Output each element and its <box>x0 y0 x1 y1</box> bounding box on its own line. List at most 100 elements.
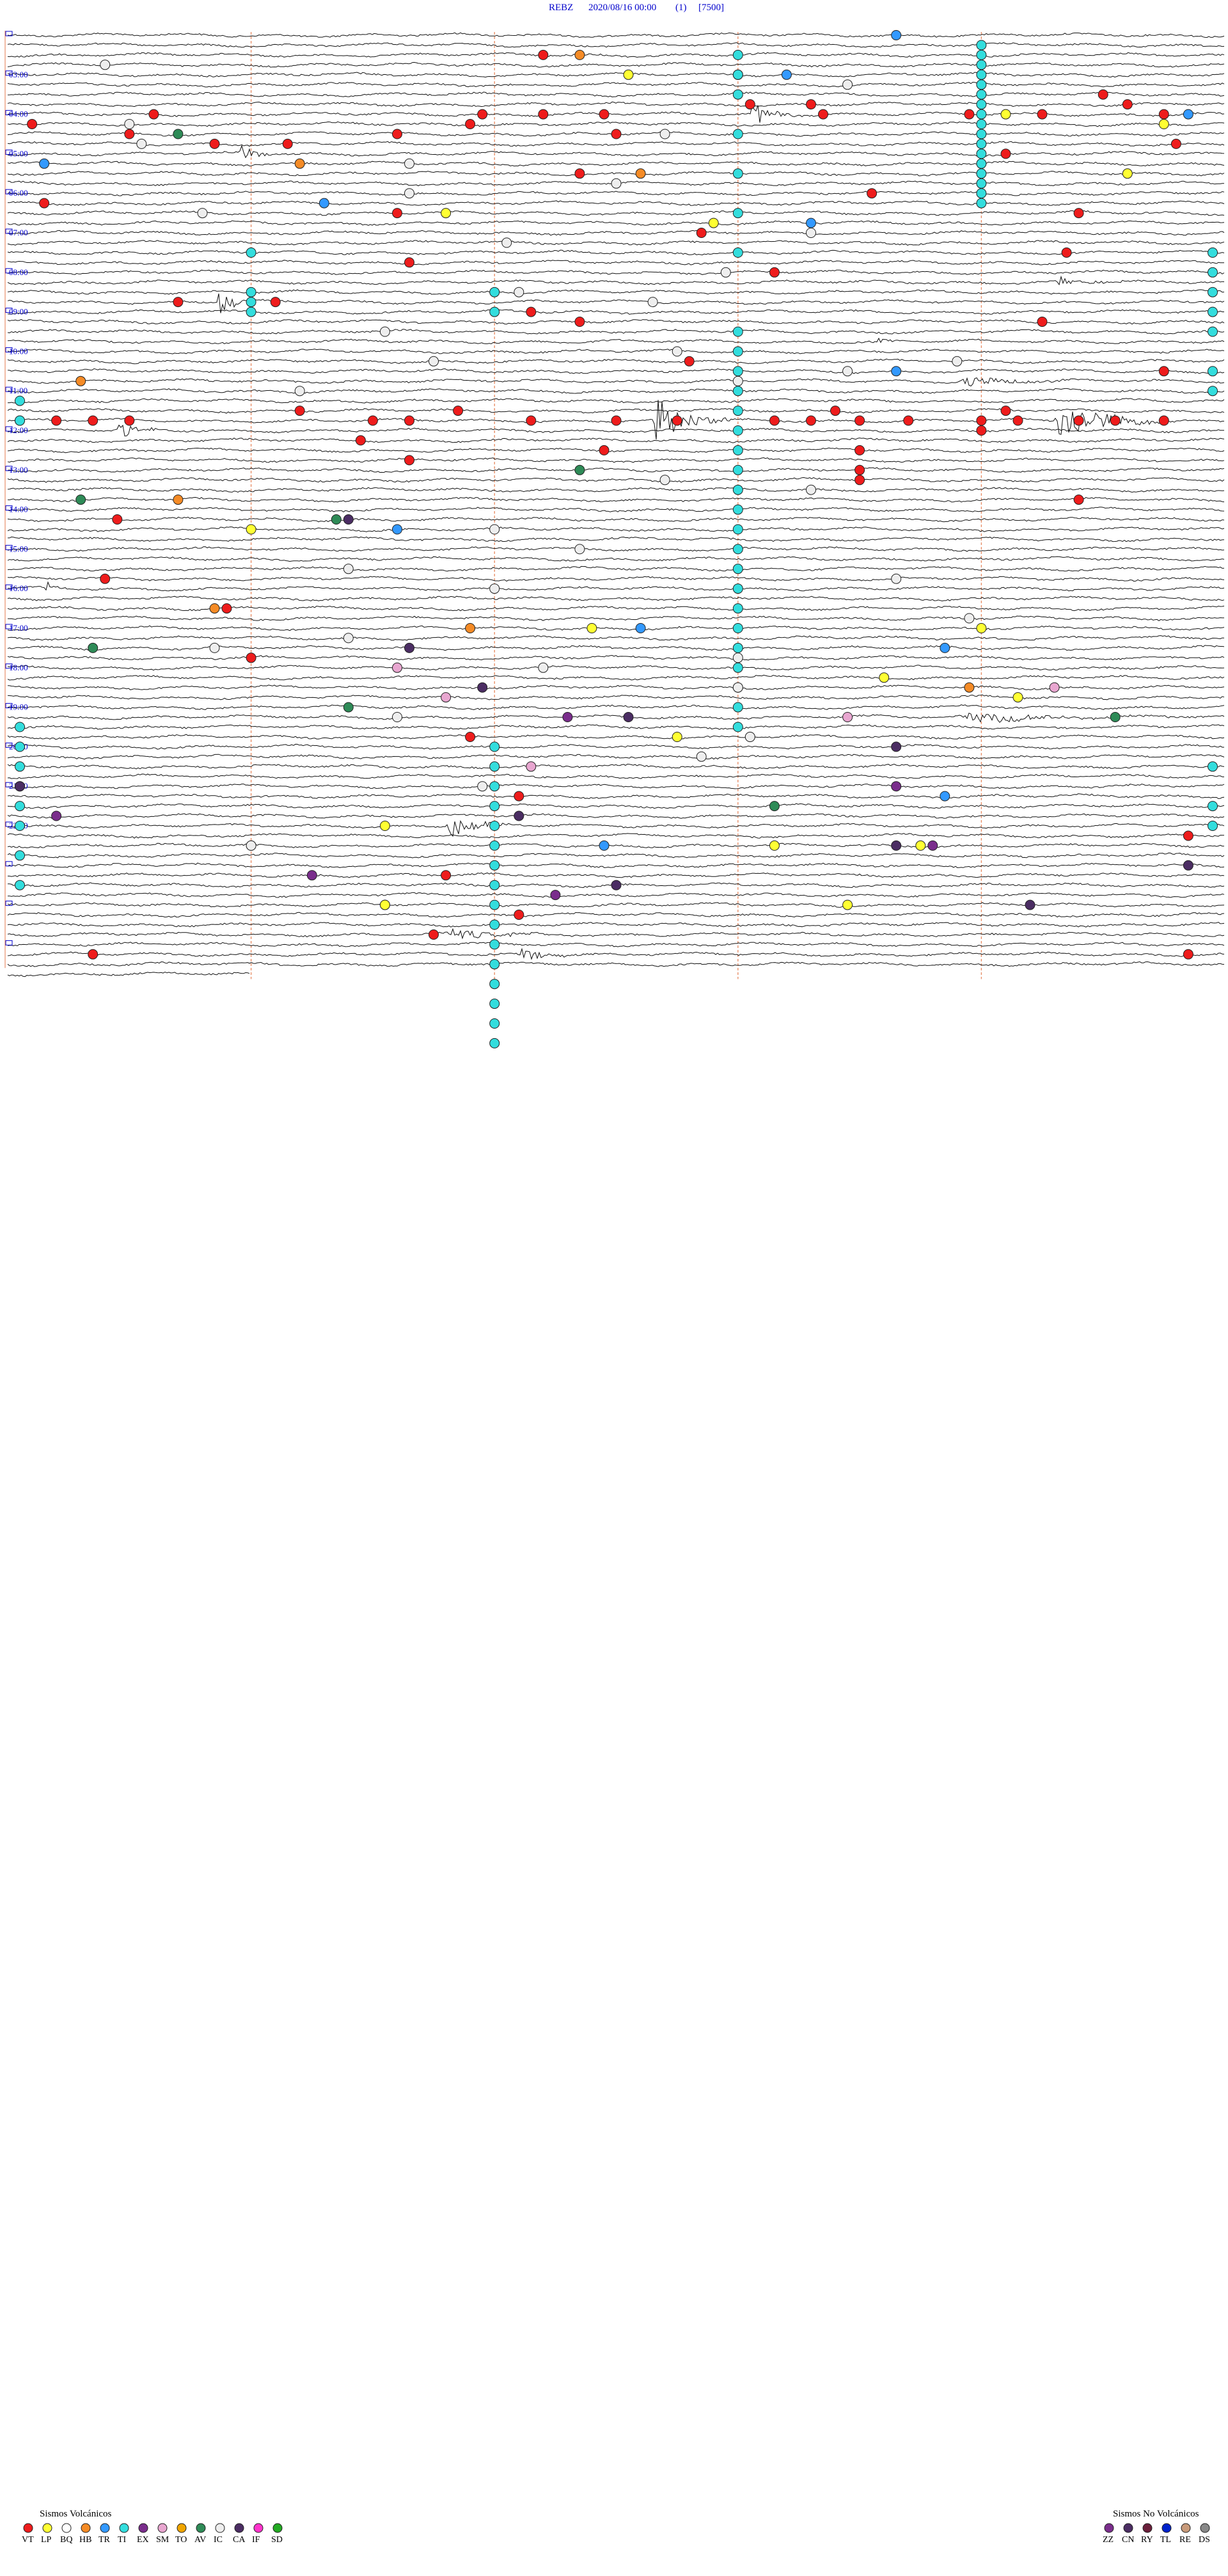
pick-ti <box>732 386 743 397</box>
pick-ti <box>15 741 25 752</box>
pick-ic <box>343 564 354 574</box>
legend-volcanic-marker-vt <box>23 2523 33 2533</box>
trace-51 <box>7 526 1225 532</box>
pick-vt <box>574 317 585 327</box>
pick-lp <box>769 840 780 851</box>
trace-94 <box>7 947 1225 960</box>
pick-vt <box>173 297 184 308</box>
pick-vt <box>684 356 695 367</box>
pick-vt <box>270 297 281 308</box>
trace-8 <box>7 101 1225 107</box>
pick-vt <box>1073 208 1084 219</box>
pick-ic <box>842 79 853 90</box>
pick-vt <box>404 455 414 466</box>
pick-ti <box>976 99 987 110</box>
hour-tick <box>5 703 13 709</box>
hour-label: 11:00 <box>9 386 28 395</box>
pick-ti <box>1208 386 1218 397</box>
legend-volcanic-marker-ex <box>138 2523 148 2533</box>
pick-ic <box>477 781 488 792</box>
pick-vt <box>429 929 439 940</box>
legend-volcanic-code-tr: TR <box>98 2535 111 2545</box>
pick-ti <box>732 129 743 139</box>
pick-ti <box>1208 247 1218 258</box>
hour-label: 12:00 <box>9 425 28 435</box>
pick-lp <box>379 899 390 910</box>
pick-ti <box>732 583 743 594</box>
pick-ti <box>489 880 500 890</box>
legend-volcanic-marker-av <box>196 2523 206 2533</box>
pick-sm <box>526 761 537 772</box>
trace-29 <box>7 309 1224 315</box>
pick-vt <box>854 464 865 475</box>
pick-ic <box>392 712 402 722</box>
trace-17 <box>7 191 1225 196</box>
pick-lp <box>915 840 926 851</box>
pick-vt <box>1158 366 1169 377</box>
pick-ti <box>1208 366 1218 377</box>
pick-tr <box>635 623 646 633</box>
pick-ic <box>806 484 816 495</box>
trace-2 <box>7 42 1225 48</box>
hour-label: 08:00 <box>9 267 28 277</box>
legend-nonvolcanic-code-tl: TL <box>1160 2535 1171 2545</box>
pick-vt <box>903 415 914 426</box>
trace-44 <box>7 457 1225 463</box>
pick-ti <box>15 850 25 861</box>
trace-30 <box>7 319 1225 325</box>
pick-ic <box>659 475 670 486</box>
pick-ti <box>732 623 743 633</box>
pick-vt <box>221 603 232 614</box>
pick-hb <box>635 168 646 179</box>
pick-vt <box>465 119 476 129</box>
pick-vt <box>148 109 159 120</box>
pick-ca <box>477 682 488 693</box>
pick-vt <box>1037 317 1048 327</box>
pick-av <box>574 464 585 475</box>
pick-ca <box>1025 899 1035 910</box>
pick-ic <box>429 356 439 367</box>
pick-tr <box>1183 109 1193 120</box>
trace-59 <box>7 605 1225 612</box>
pick-ti <box>15 722 25 732</box>
trace-39 <box>7 408 1225 414</box>
trace-15 <box>7 171 1225 177</box>
hour-label: 04:00 <box>9 109 28 119</box>
legend-volcanic-code-vt: VT <box>22 2535 34 2545</box>
hour-label: 15:00 <box>9 544 28 553</box>
trace-41 <box>7 424 1224 437</box>
trace-12 <box>7 141 1225 147</box>
pick-ti <box>732 722 743 732</box>
pick-vt <box>854 415 865 426</box>
trace-92 <box>7 928 1225 940</box>
trace-68 <box>7 694 1225 700</box>
pick-ti <box>732 464 743 475</box>
pick-ti <box>489 741 500 752</box>
pick-vt <box>1110 415 1121 426</box>
trace-52 <box>8 536 1225 542</box>
legend-volcanic-code-ca: CA <box>233 2535 246 2545</box>
pick-ic <box>404 188 414 199</box>
trace-95 <box>7 961 1225 967</box>
trace-93 <box>7 942 1225 947</box>
pick-vt <box>1000 148 1011 159</box>
pick-ti <box>15 801 25 812</box>
pick-vt <box>367 415 378 426</box>
hour-tick <box>5 861 13 867</box>
hour-label: 05:00 <box>9 148 28 158</box>
pick-ti <box>976 40 987 51</box>
pick-tr <box>806 217 816 228</box>
pick-vt <box>769 415 780 426</box>
trace-4 <box>7 61 1225 68</box>
legend-volcanic-code-hb: HB <box>79 2535 91 2545</box>
trace-72 <box>7 734 1225 740</box>
pick-ti <box>489 999 500 1009</box>
pick-tr <box>392 524 402 535</box>
trace-14 <box>7 161 1225 167</box>
legend-volcanic-code-bq: BQ <box>60 2535 72 2545</box>
pick-ti <box>489 939 500 950</box>
legend-nonvolcanic: Sismos No Volcánicos ZZ CN RY TL RE DS <box>1103 2509 1210 2545</box>
trace-7 <box>7 91 1225 98</box>
gain-label: [7500] <box>698 3 724 13</box>
pick-lp <box>379 821 390 831</box>
